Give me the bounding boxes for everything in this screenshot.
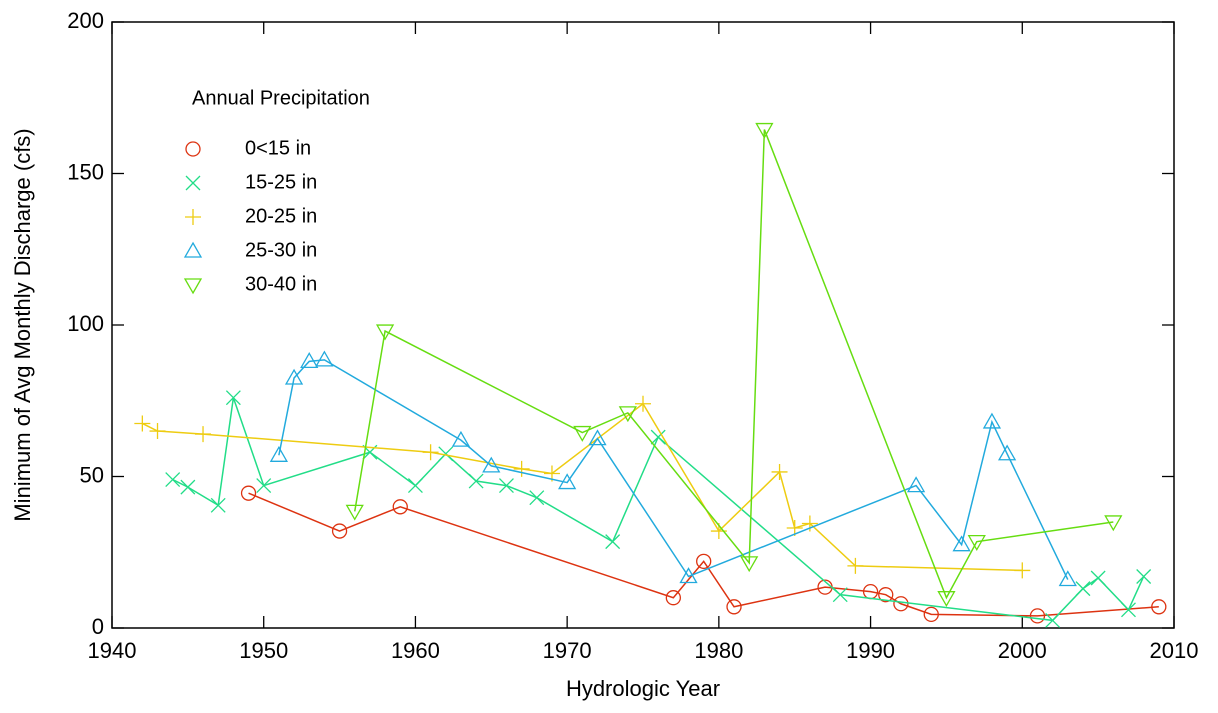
legend-label: 20-25 in	[245, 205, 317, 227]
marker	[618, 406, 637, 423]
marker	[952, 535, 971, 552]
marker	[165, 472, 181, 487]
marker	[225, 390, 241, 406]
marker	[331, 523, 348, 539]
marker	[1136, 569, 1152, 584]
series-line	[354, 129, 1114, 600]
legend-marker	[183, 278, 203, 295]
marker	[1058, 570, 1077, 587]
legend-label: 30-40 in	[245, 273, 317, 295]
legend-marker	[185, 141, 201, 157]
marker	[1029, 608, 1046, 624]
legend-marker	[183, 241, 203, 258]
marker	[923, 606, 939, 623]
marker	[180, 479, 196, 495]
marker	[210, 497, 226, 513]
marker	[982, 412, 1002, 429]
legend-title: Annual Precipitation	[192, 87, 370, 109]
x-tick-label: 1940	[88, 638, 137, 663]
marker	[679, 567, 698, 584]
marker	[1075, 581, 1091, 597]
marker	[665, 590, 681, 606]
marker	[696, 553, 712, 569]
marker	[726, 599, 742, 615]
marker	[195, 426, 212, 443]
y-tick-label: 0	[92, 614, 104, 639]
marker	[529, 490, 545, 506]
marker	[937, 591, 956, 608]
marker	[1090, 570, 1106, 586]
plot-frame	[111, 21, 1175, 629]
series-line	[142, 402, 1023, 572]
marker	[1121, 602, 1136, 618]
marker	[284, 368, 304, 385]
marker	[498, 478, 514, 494]
marker	[134, 415, 151, 432]
marker	[438, 446, 454, 462]
x-tick-label: 1960	[391, 638, 440, 663]
marker	[635, 395, 651, 412]
series-line	[172, 397, 1145, 622]
marker	[422, 444, 439, 461]
y-tick-label: 50	[80, 462, 104, 487]
marker	[300, 352, 319, 369]
marker	[573, 425, 592, 442]
marker	[588, 429, 607, 446]
marker	[345, 504, 364, 521]
x-tick-label: 1950	[239, 638, 288, 663]
marker	[1104, 515, 1123, 532]
marker	[269, 445, 289, 462]
marker	[558, 473, 577, 490]
marker	[451, 430, 471, 447]
x-tick-label: 1970	[543, 638, 592, 663]
legend-marker	[185, 175, 201, 191]
y-tick-label: 150	[67, 159, 104, 184]
x-tick-label: 1990	[846, 638, 895, 663]
x-tick-label: 2010	[1150, 638, 1199, 663]
marker	[893, 596, 909, 612]
marker	[771, 463, 788, 480]
x-tick-label: 1980	[694, 638, 743, 663]
marker	[740, 556, 759, 573]
legend-marker	[185, 209, 201, 225]
marker	[240, 485, 257, 501]
marker	[650, 429, 666, 445]
marker	[997, 444, 1017, 461]
marker	[878, 587, 894, 603]
marker	[755, 122, 774, 139]
series-line	[248, 492, 1159, 617]
marker	[847, 557, 864, 574]
y-tick-label: 100	[67, 311, 104, 336]
marker	[513, 460, 530, 477]
marker	[375, 324, 395, 341]
y-axis-label: Minimum of Avg Monthly Discharge (cfs)	[10, 128, 35, 521]
marker	[967, 534, 986, 551]
series-line	[278, 359, 1069, 580]
marker	[832, 587, 848, 603]
marker	[605, 534, 621, 550]
marker	[468, 473, 484, 489]
legend-label: 25-30 in	[245, 239, 317, 261]
legend-label: 0<15 in	[245, 137, 311, 159]
marker	[315, 350, 334, 367]
marker	[1151, 599, 1167, 615]
y-tick-label: 200	[67, 8, 104, 33]
marker	[149, 423, 166, 440]
marker	[1045, 612, 1061, 628]
marker	[482, 456, 501, 473]
marker	[1014, 562, 1031, 579]
x-axis-label: Hydrologic Year	[566, 676, 720, 701]
x-tick-label: 2000	[998, 638, 1047, 663]
legend-label: 15-25 in	[245, 171, 317, 193]
marker	[906, 476, 926, 493]
marker	[407, 478, 423, 494]
marker	[256, 478, 272, 494]
marker	[392, 499, 408, 515]
